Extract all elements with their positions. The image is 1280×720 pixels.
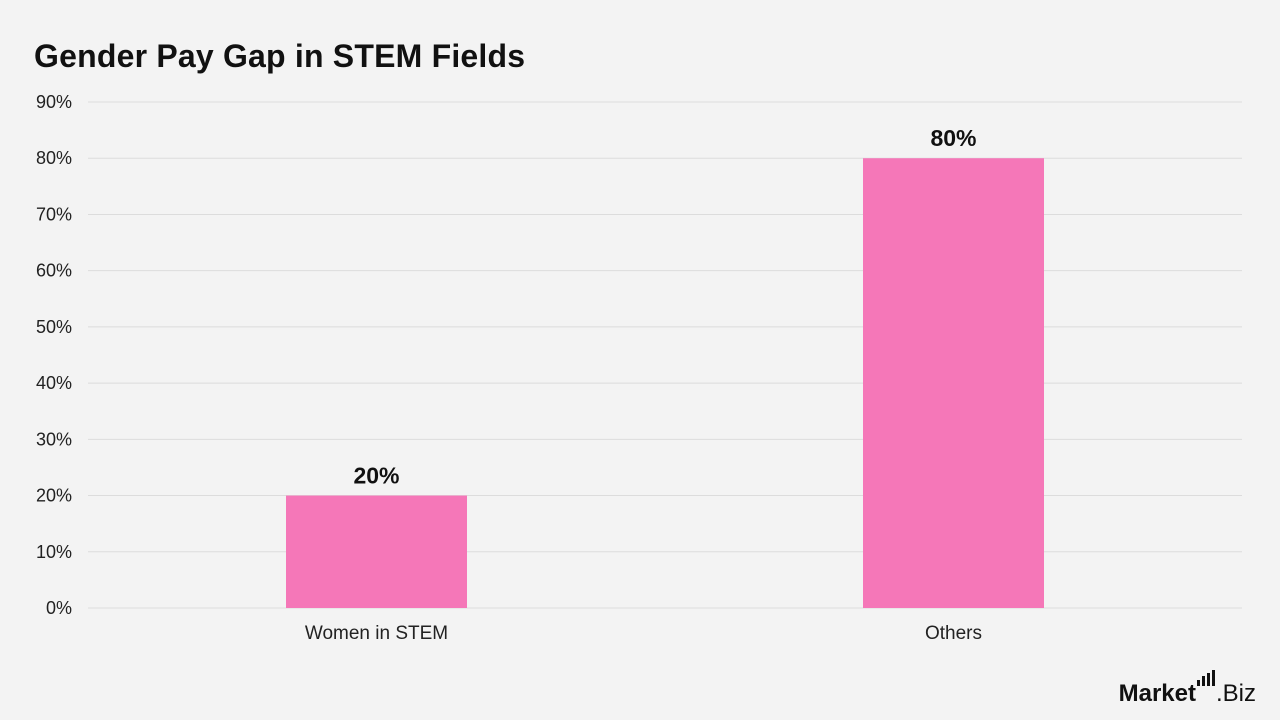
y-tick-label: 30% bbox=[36, 429, 72, 449]
y-tick-label: 80% bbox=[36, 148, 72, 168]
bar bbox=[863, 158, 1044, 608]
brand-suffix-text: .Biz bbox=[1215, 680, 1256, 707]
y-tick-label: 0% bbox=[46, 598, 72, 618]
brand-bars-icon bbox=[1196, 670, 1215, 686]
brand-market-text: Market bbox=[1118, 680, 1196, 707]
bar-value-label: 80% bbox=[930, 125, 976, 151]
y-tick-label: 10% bbox=[36, 542, 72, 562]
value-labels: 20% 80% bbox=[353, 125, 976, 488]
y-tick-label: 50% bbox=[36, 317, 72, 337]
y-tick-label: 40% bbox=[36, 373, 72, 393]
bar bbox=[286, 495, 467, 608]
x-category-label: Others bbox=[925, 623, 982, 644]
y-tick-label: 90% bbox=[36, 92, 72, 112]
x-axis-categories: Women in STEM Others bbox=[305, 623, 982, 644]
y-tick-label: 60% bbox=[36, 261, 72, 281]
y-tick-label: 70% bbox=[36, 204, 72, 224]
x-category-label: Women in STEM bbox=[305, 623, 448, 644]
brand-logo: Market .Biz bbox=[1119, 670, 1256, 706]
y-tick-label: 20% bbox=[36, 486, 72, 506]
chart-title: Gender Pay Gap in STEM Fields bbox=[34, 38, 526, 74]
y-axis-ticks: 0% 10% 20% 30% 40% 50% 60% 70% 80% 90% bbox=[36, 92, 72, 618]
bars bbox=[286, 158, 1044, 608]
bar-value-label: 20% bbox=[353, 463, 399, 489]
grid-lines bbox=[88, 101, 1242, 609]
